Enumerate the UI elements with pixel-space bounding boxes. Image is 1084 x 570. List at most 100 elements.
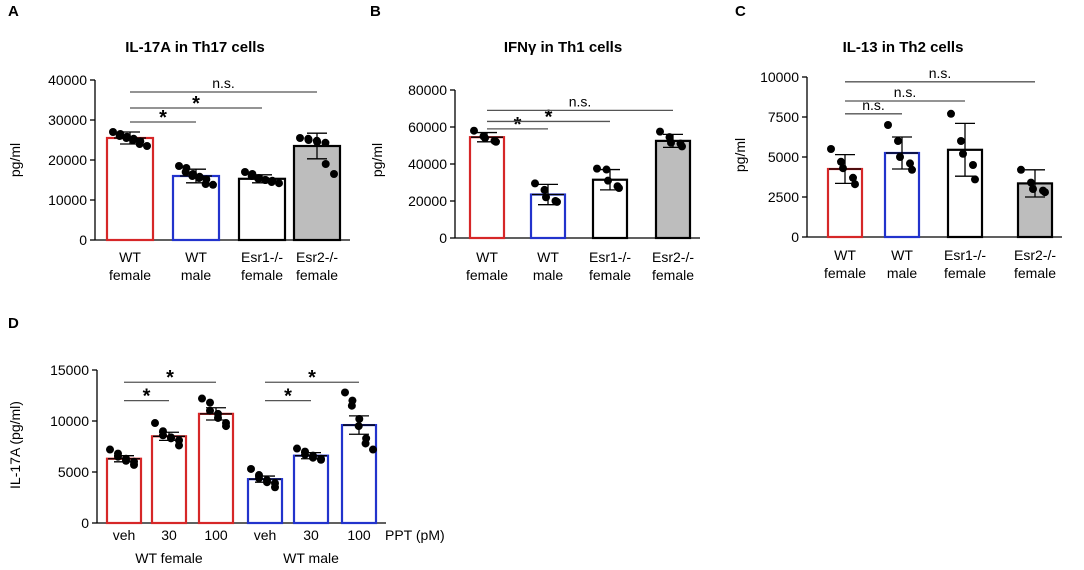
x-category-label: WT — [119, 249, 141, 265]
panel-letter: C — [735, 3, 746, 20]
bar — [340, 423, 378, 525]
y-tick-label: 5000 — [768, 149, 799, 165]
data-point — [354, 422, 363, 431]
data-point — [321, 138, 330, 147]
chart-title: IL-13 in Th2 cells — [843, 39, 964, 56]
y-tick-label: 7500 — [768, 109, 799, 125]
data-point — [206, 398, 214, 407]
x-category-label: WT — [834, 247, 856, 263]
data-point — [159, 431, 167, 440]
data-point — [969, 161, 977, 169]
data-point — [604, 176, 612, 185]
chart-panel-d: D IL-17A (pg/ml) 0 5000 10000 15000 veh 30 100 ve… — [7, 315, 445, 566]
x-category-label: veh — [113, 527, 136, 543]
data-point — [247, 172, 256, 180]
significance-label: * — [143, 386, 151, 408]
group-label: WT female — [135, 550, 203, 566]
data-point — [321, 160, 330, 168]
y-axis-label: pg/ml — [732, 138, 748, 172]
data-point — [341, 388, 349, 397]
data-point — [908, 165, 916, 174]
x-category-label: female — [652, 267, 694, 283]
chart-panel-c: C IL-13 in Th2 cells pg/ml 0 2500 5000 7500 100… — [732, 3, 1062, 281]
x-category-label: WT — [185, 249, 207, 265]
data-point — [201, 180, 210, 188]
y-axis-label: IL-17A (pg/ml) — [7, 401, 23, 489]
data-point — [896, 153, 904, 161]
y-tick-label: 0 — [81, 515, 89, 531]
data-point — [959, 149, 967, 158]
data-point — [678, 142, 686, 151]
y-tick-label: 60000 — [408, 119, 447, 135]
data-point — [241, 168, 249, 176]
data-point — [209, 180, 217, 189]
y-tick-label: 5000 — [58, 464, 89, 480]
significance-label: n.s. — [862, 97, 885, 113]
y-tick-label: 30000 — [48, 112, 87, 128]
y-tick-label: 80000 — [408, 82, 447, 98]
x-category-label: Esr1-/- — [589, 249, 631, 265]
significance-label: n.s. — [569, 93, 592, 109]
data-point — [884, 121, 892, 129]
chart-title: IFNγ in Th1 cells — [504, 39, 622, 56]
data-point — [1029, 185, 1037, 193]
data-point — [851, 180, 859, 189]
data-point — [293, 444, 301, 453]
y-tick-label: 2500 — [768, 189, 799, 205]
data-point — [839, 164, 847, 173]
significance-label: * — [308, 367, 316, 389]
data-point — [247, 464, 255, 473]
significance-label: n.s. — [212, 75, 235, 91]
chart-title: IL-17A in Th17 cells — [125, 39, 265, 56]
data-point — [1017, 165, 1025, 174]
data-point — [827, 145, 835, 153]
data-point — [492, 137, 500, 146]
significance-label: * — [514, 114, 522, 136]
data-point — [615, 184, 623, 193]
x-category-label: Esr2-/- — [296, 249, 338, 265]
x-category-label: WT — [537, 249, 559, 265]
x-category-label: female — [109, 267, 151, 283]
x-category-label: veh — [254, 527, 277, 543]
data-point — [553, 197, 561, 206]
panel-letter: B — [370, 3, 381, 20]
data-point — [1027, 178, 1035, 187]
significance-label: * — [284, 386, 292, 408]
data-point — [255, 474, 263, 483]
data-point — [214, 413, 222, 422]
data-point — [304, 136, 313, 144]
data-point — [1041, 188, 1049, 197]
data-point — [181, 168, 190, 176]
y-tick-label: 15000 — [50, 362, 89, 378]
significance-label: * — [192, 93, 200, 115]
x-category-label: male — [533, 267, 564, 283]
data-point — [109, 128, 117, 136]
data-point — [667, 138, 675, 147]
data-point — [188, 172, 197, 180]
y-tick-label: 40000 — [48, 72, 87, 88]
significance-label: n.s. — [894, 84, 917, 100]
significance-label: n.s. — [929, 65, 952, 81]
data-point — [267, 178, 276, 186]
x-category-label: 30 — [161, 527, 177, 543]
chart-panel-b: B IFNγ in Th1 cells pg/ml 0 20000 40000 60000 8… — [369, 3, 700, 283]
bar — [237, 177, 287, 242]
bar — [654, 139, 692, 240]
significance-label: * — [545, 106, 553, 128]
data-point — [355, 414, 364, 423]
data-point — [130, 460, 138, 469]
data-point — [261, 176, 269, 184]
bar — [150, 435, 188, 525]
data-point — [151, 419, 159, 428]
x-category-label: Esr2-/- — [652, 249, 694, 265]
x-category-label: male — [181, 267, 212, 283]
data-point — [313, 138, 322, 146]
y-tick-label: 10000 — [48, 192, 87, 208]
x-axis-title: PPT (pM) — [385, 527, 445, 543]
data-point — [947, 109, 955, 118]
data-point — [894, 137, 902, 145]
data-point — [317, 455, 325, 464]
bar — [292, 454, 330, 525]
y-axis-label: pg/ml — [7, 143, 23, 177]
